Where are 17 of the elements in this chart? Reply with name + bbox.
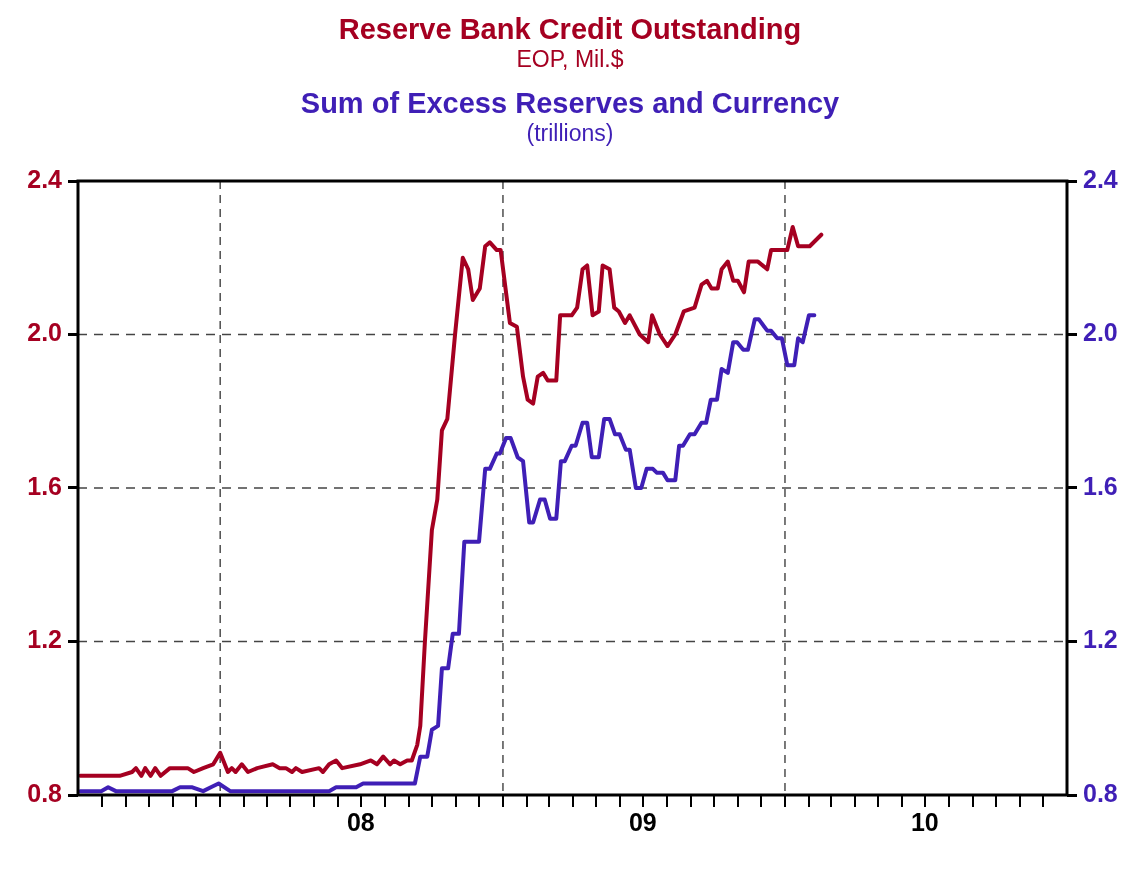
y-tick-label: 0.8 [27, 778, 63, 807]
text: (trillions) [525, 120, 615, 146]
text: Reserve Bank Credit Outstanding [337, 12, 803, 46]
text: Sum of Excess Reserves and Currency [299, 86, 841, 120]
x-tick-label: 10 [910, 807, 939, 836]
y2-tick-label: 1.6 [1083, 471, 1118, 500]
y2-tick-label: 1.2 [1083, 625, 1118, 654]
y2-tick-label: 2.4 [1083, 164, 1118, 193]
y-tick-label: 1.6 [27, 471, 62, 500]
y2-tick-label: 2.0 [1083, 318, 1118, 347]
x-tick-label: 08 [346, 807, 375, 836]
y2-tick-label: 0.8 [1083, 778, 1118, 807]
y-tick-label: 1.2 [27, 625, 62, 654]
y-tick-label: 2.4 [27, 164, 63, 193]
text: EOP, Mil.$ [515, 46, 625, 72]
y-tick-label: 2.0 [27, 318, 62, 347]
x-tick-label: 09 [628, 807, 657, 836]
